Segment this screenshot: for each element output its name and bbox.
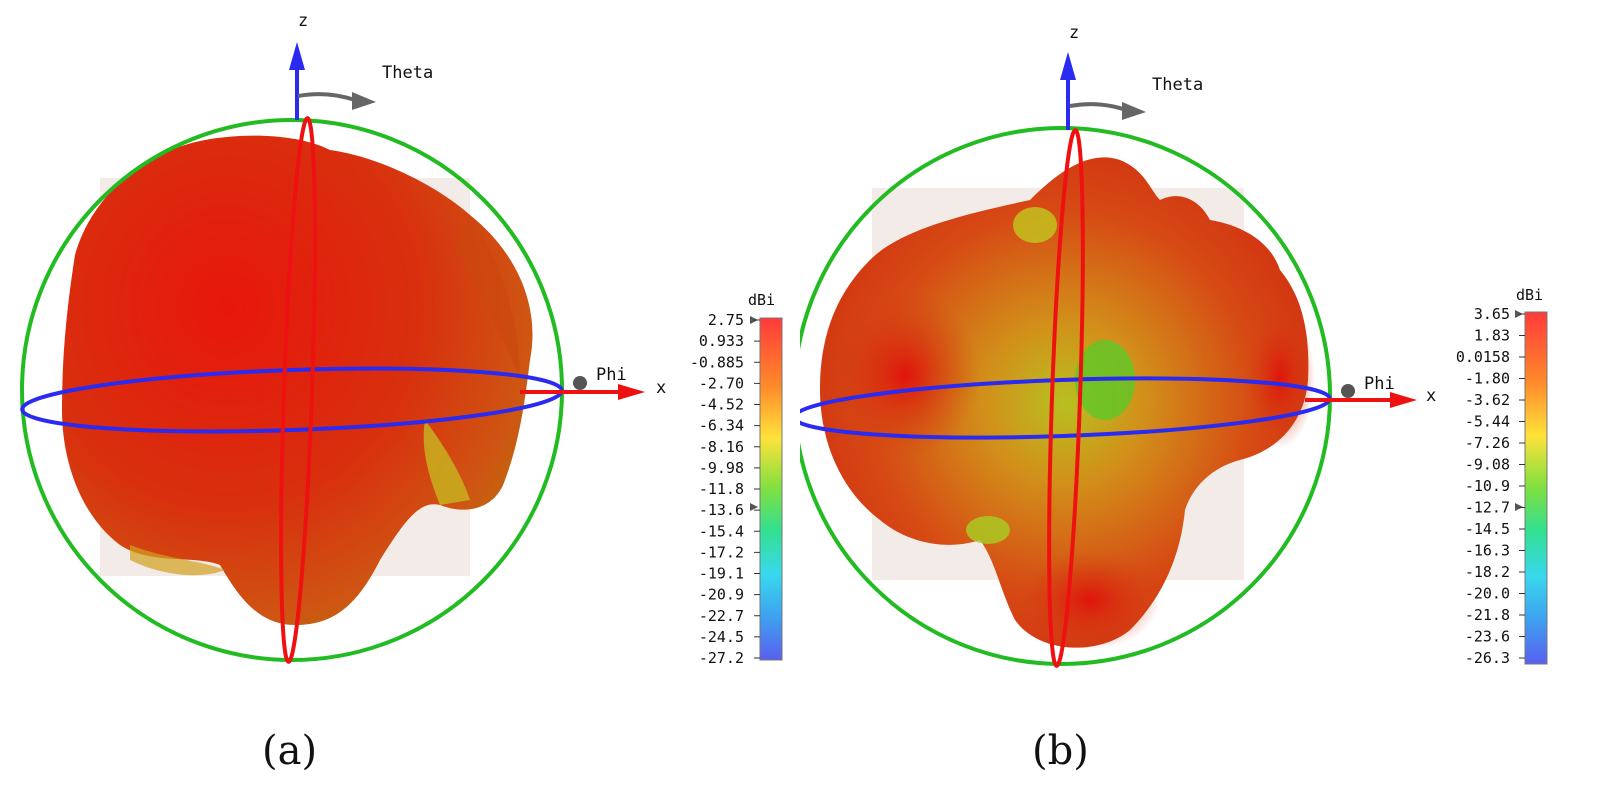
null-region-b3 (966, 516, 1010, 544)
colorbar-unit-b: dBi (1516, 286, 1543, 304)
colorbar-gradient-a (759, 317, 783, 661)
panel-caption-a: (a) (262, 728, 318, 774)
colorbar-tick-label-a: -0.885 (690, 353, 744, 371)
colorbar-unit-a: dBi (748, 291, 775, 309)
radiation-surface-a (62, 135, 533, 625)
theta-arrowhead-b (1122, 102, 1146, 120)
colorbar-tick-label-b: -18.2 (1465, 563, 1510, 581)
colorbar-tick-label-b: -21.8 (1465, 606, 1510, 624)
phi-label-b: Phi (1364, 374, 1395, 394)
phi-label-a: Phi (596, 365, 627, 385)
contour-band-a3 (130, 545, 225, 576)
contour-band-a2 (455, 215, 520, 380)
colorbar-tick-label-b: -3.62 (1465, 391, 1510, 409)
theta-label-b: Theta (1152, 75, 1203, 95)
pattern-panel-a: z Theta x Phi dBi 2.75 0.933 -0.885 -2.70 -4… (0, 0, 800, 801)
null-region-b2 (1013, 207, 1057, 243)
contour-band-a1 (423, 420, 470, 505)
colorbar-tick-label-b: 1.83 (1474, 327, 1510, 345)
colorbar-ticks-b: 3.65 1.83 0.0158 -1.80 -3.62 -5.44 -7.26 -9.08 -… (1456, 305, 1525, 667)
colorbar-tick-label-b: -20.0 (1465, 585, 1510, 603)
pattern-3d-view-a: z Theta x Phi dBi 2.75 0.933 -0.885 -2.70 -4… (20, 11, 783, 667)
colorbar-tick-label-a: -4.52 (699, 396, 744, 414)
colorbar-tick-label-b: -12.7 (1465, 499, 1510, 517)
x-axis-label-b: x (1426, 386, 1436, 406)
colorbar-tick-label-b: -23.6 (1465, 628, 1510, 646)
colorbar-tick-label-a: -27.2 (699, 649, 744, 667)
z-axis-label-a: z (298, 11, 308, 31)
z-axis-arrow-b (1060, 52, 1076, 80)
lobe-right-b (1245, 308, 1315, 448)
colorbar-tick-label-a: -8.16 (699, 438, 744, 456)
colorbar-tick-label-b: 0.0158 (1456, 348, 1510, 366)
colorbar-tick-label-a: -2.70 (699, 374, 744, 392)
phi-marker-a (573, 376, 587, 390)
colorbar-tick-label-a: -13.6 (699, 501, 744, 519)
colorbar-tick-label-b: -5.44 (1465, 413, 1510, 431)
theta-ring-a (279, 116, 317, 664)
pattern-panel-b: z Theta x Phi dBi 3.65 1.83 0.0158 -1.80 -3.… (792, 0, 1605, 801)
colorbar-tick-label-a: -17.2 (699, 543, 744, 561)
colorbar-tick-label-a: -6.34 (699, 417, 744, 435)
colorbar-tick-label-b: -14.5 (1465, 520, 1510, 538)
x-axis-arrow-b (1390, 392, 1417, 408)
colorbar-tick-label-a: -11.8 (699, 480, 744, 498)
x-axis-label-a: x (656, 378, 666, 398)
theta-ring-b (1047, 128, 1085, 668)
panel-caption-b: (b) (1032, 728, 1089, 774)
lobe-left-b (830, 290, 980, 460)
colorbar-tick-label-b: -16.3 (1465, 542, 1510, 560)
z-axis-arrow-a (289, 42, 305, 70)
colorbar-tick-label-a: -22.7 (699, 607, 744, 625)
colorbar-tick-label-a: -20.9 (699, 586, 744, 604)
colorbar-min-marker-a (750, 503, 758, 511)
theta-arrow-a (297, 92, 356, 102)
z-axis-label-b: z (1069, 23, 1079, 43)
radiation-surface-b (820, 157, 1309, 648)
colorbar-tick-label-b: -9.08 (1465, 456, 1510, 474)
lobe-bottom-b (1020, 550, 1160, 650)
theta-label-a: Theta (382, 63, 433, 83)
colorbar-tick-label-a: -15.4 (699, 522, 744, 540)
colorbar-tick-label-a: -19.1 (699, 565, 744, 583)
colorbar-tick-label-a: -9.98 (699, 459, 744, 477)
colorbar-tick-label-b: -10.9 (1465, 477, 1510, 495)
colorbar-b: dBi 3.65 1.83 0.0158 -1.80 -3.62 -5.44 -7.26 -9… (1456, 286, 1548, 667)
colorbar-tick-label-b: -1.80 (1465, 370, 1510, 388)
colorbar-a: dBi 2.75 0.933 -0.885 -2.70 -4.52 -6.34 -8.16 -… (690, 291, 783, 667)
colorbar-tick-label-b: 3.65 (1474, 305, 1510, 323)
pattern-3d-view-b: z Theta x Phi dBi 3.65 1.83 0.0158 -1.80 -3.… (792, 23, 1548, 668)
theta-arrowhead-a (352, 92, 376, 110)
colorbar-gradient-b (1524, 311, 1548, 665)
colorbar-tick-label-a: -24.5 (699, 628, 744, 646)
colorbar-ticks-a: 2.75 0.933 -0.885 -2.70 -4.52 -6.34 -8.16 -9.98… (690, 311, 760, 667)
colorbar-tick-label-a: 2.75 (708, 311, 744, 329)
phi-marker-b (1341, 384, 1355, 398)
colorbar-tick-label-b: -7.26 (1465, 434, 1510, 452)
colorbar-tick-label-b: -26.3 (1465, 649, 1510, 667)
colorbar-tick-label-a: 0.933 (699, 332, 744, 350)
x-axis-arrow-a (618, 384, 645, 400)
theta-arrow-b (1069, 102, 1127, 112)
